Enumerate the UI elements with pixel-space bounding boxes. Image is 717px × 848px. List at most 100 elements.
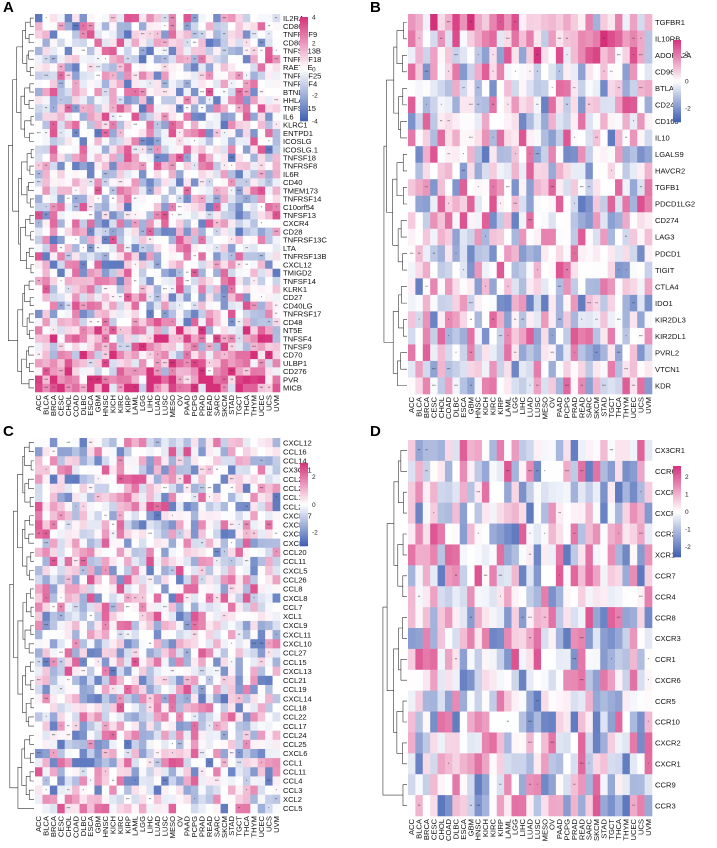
row-label: CCL26: [283, 575, 307, 584]
heatmap-cell: [630, 14, 638, 31]
heatmap-cell: [637, 130, 645, 147]
heatmap-cell: [191, 96, 199, 105]
heatmap-cell: [50, 293, 58, 302]
heatmap-cell: [117, 195, 125, 204]
heatmap-cell: [94, 676, 102, 685]
heatmap-cell: [57, 326, 65, 335]
heatmap-cell: [169, 96, 177, 105]
heatmap-cell: [65, 162, 73, 171]
heatmap-cell: [258, 786, 266, 795]
heatmap-cell: [65, 88, 73, 97]
heatmap-cell: [228, 575, 236, 584]
heatmap-cell: [183, 584, 191, 593]
heatmap-cell: [265, 722, 273, 731]
heatmap-cell: [176, 795, 184, 804]
heatmap-cell: [622, 482, 630, 503]
legend-colorbar-segment: [300, 116, 308, 119]
heatmap-cell: [183, 722, 191, 731]
heatmap-cell: [176, 22, 184, 31]
heatmap-cell: [430, 80, 438, 97]
row-label: CXCL11: [283, 630, 311, 639]
heatmap-cell: [154, 22, 162, 31]
heatmap-cell: [191, 367, 199, 376]
dendrogram-branch: [27, 154, 31, 170]
heatmap-cell: [35, 557, 43, 566]
heatmap-cell: [578, 212, 586, 229]
heatmap-cell: [243, 104, 251, 113]
heatmap-cell: [94, 529, 102, 538]
heatmap-cell: [213, 502, 221, 511]
heatmap-cell: [637, 461, 645, 482]
dendrogram-branch: [30, 133, 34, 141]
heatmap-cell: [109, 47, 117, 56]
heatmap-cell: [94, 630, 102, 639]
heatmap-cell: [57, 318, 65, 327]
heatmap-cell: [497, 311, 505, 328]
heatmap-cell: [563, 14, 571, 31]
legend-colorbar-segment: [673, 46, 681, 48]
dendrogram-branch: [30, 166, 34, 174]
heatmap-cell: [475, 163, 483, 180]
heatmap-cell: [423, 14, 431, 31]
heatmap-cell: [42, 493, 50, 502]
heatmap-cell: [445, 31, 453, 48]
heatmap-cell: [206, 520, 214, 529]
heatmap-cell: [72, 740, 80, 749]
heatmap-cell: [117, 252, 125, 261]
heatmap-cell: [42, 438, 50, 447]
heatmap-cell: [206, 502, 214, 511]
heatmap-cell: [154, 621, 162, 630]
heatmap-cell: [519, 113, 527, 130]
heatmap-cell: [57, 285, 65, 294]
heatmap-cell: [191, 511, 199, 520]
heatmap-cell: [50, 351, 58, 360]
heatmap-cell: [87, 293, 95, 302]
heatmap-cell: [35, 104, 43, 113]
heatmap-cell: [452, 461, 460, 482]
heatmap-cell: [445, 344, 453, 361]
heatmap-cell: [489, 524, 497, 545]
row-label: CCL24: [283, 731, 307, 740]
dendrogram-branch: [23, 30, 27, 63]
heatmap-cell: [221, 749, 229, 758]
heatmap-cell: [221, 447, 229, 456]
dendrogram-branch: [29, 717, 34, 726]
heatmap-cell: [183, 658, 191, 667]
heatmap-cell: [228, 667, 236, 676]
heatmap-cell: [169, 676, 177, 685]
heatmap-cell: [534, 212, 542, 229]
heatmap-cell: [258, 740, 266, 749]
dendrogram-branch: [23, 293, 27, 326]
legend-colorbar-segment: [300, 515, 308, 517]
heatmap-cell: [497, 47, 505, 64]
heatmap-cell: [548, 262, 556, 279]
heatmap-cell: [72, 343, 80, 352]
heatmap-cell: [415, 565, 423, 586]
legend-colorbar-segment: [300, 502, 308, 504]
heatmap-cell: [176, 47, 184, 56]
legend-colorbar-segment: [300, 534, 308, 536]
heatmap-cell: [221, 228, 229, 237]
heatmap-cell: [482, 524, 490, 545]
heatmap-cell: [124, 539, 132, 548]
heatmap-cell: [72, 795, 80, 804]
heatmap-cell: [35, 630, 43, 639]
heatmap-cell: [146, 465, 154, 474]
heatmap-cell: [35, 343, 43, 352]
heatmap-cell: [445, 440, 453, 461]
heatmap-cell: [176, 786, 184, 795]
heatmap-cell: [198, 676, 206, 685]
heatmap-panel-c: C*** *** ******** *** *** *** ** *** * *** ** *****…: [3, 423, 318, 838]
dendrogram-branch: [31, 680, 34, 689]
heatmap-cell: [139, 187, 147, 196]
heatmap-cell: [87, 326, 95, 335]
legend-colorbar-segment: [673, 89, 681, 91]
heatmap-cell: [578, 328, 586, 345]
heatmap-cell: [117, 318, 125, 327]
heatmap-cell: [408, 544, 416, 565]
heatmap-cell: [265, 236, 273, 245]
heatmap-cell: [169, 456, 177, 465]
heatmap-cell: [42, 343, 50, 352]
heatmap-cell: [645, 130, 653, 147]
heatmap-cell: [146, 39, 154, 48]
